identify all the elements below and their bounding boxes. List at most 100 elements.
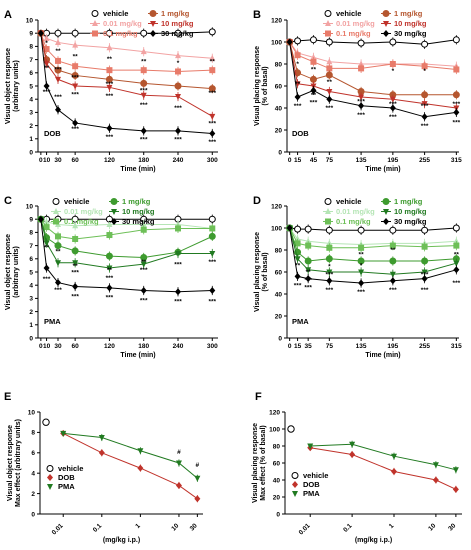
y-tick-label: 4 xyxy=(31,471,35,478)
legend-marker xyxy=(383,21,389,27)
data-point xyxy=(106,284,113,292)
significance-label: ** xyxy=(327,79,333,86)
x-tick-label: 1 xyxy=(134,522,142,530)
y-tick-label: 40 xyxy=(275,291,283,298)
data-point xyxy=(389,61,396,67)
series-line xyxy=(40,33,213,72)
legend-marker xyxy=(325,30,331,37)
x-tick-label: 0 xyxy=(288,157,292,164)
x-tick-label: 30 xyxy=(54,157,62,164)
data-point xyxy=(294,225,302,233)
y-tick-label: 2 xyxy=(29,309,33,316)
y-axis-title: Visual placing responseMax effect (% of … xyxy=(252,423,267,503)
data-point xyxy=(325,71,333,79)
y-tick-label: 100 xyxy=(269,426,280,433)
y-tick-label: 20 xyxy=(275,127,283,134)
x-tick-label: 300 xyxy=(207,157,218,164)
x-tick-label: 10 xyxy=(43,343,51,350)
significance-label: # xyxy=(177,449,181,456)
x-tick-label: 0.1 xyxy=(92,522,104,534)
data-point xyxy=(326,277,333,285)
data-point xyxy=(358,60,365,67)
significance-label: *** xyxy=(294,282,302,289)
data-point xyxy=(72,222,79,229)
data-point xyxy=(174,82,182,90)
y-tick-label: 8 xyxy=(29,44,33,51)
data-point xyxy=(43,46,50,53)
y-axis-title-line: (% of basal) xyxy=(262,252,269,291)
data-point xyxy=(54,66,62,74)
significance-label: ** xyxy=(311,67,317,74)
data-point xyxy=(175,127,181,135)
x-tick-label: 75 xyxy=(326,157,334,164)
significance-label: ** xyxy=(44,65,50,72)
x-axis-title: (mg/kg i.p.) xyxy=(103,537,140,544)
y-tick-label: 3 xyxy=(29,110,33,117)
data-point xyxy=(307,443,314,450)
significance-label: *** xyxy=(106,134,114,141)
y-tick-label: 5 xyxy=(29,83,33,90)
series-line xyxy=(310,447,457,490)
legend-marker xyxy=(53,208,59,214)
data-point xyxy=(326,89,333,95)
legend-marker xyxy=(382,198,390,205)
data-point xyxy=(194,475,201,482)
data-point xyxy=(72,83,79,90)
legend-marker xyxy=(53,218,59,225)
data-point xyxy=(309,36,317,44)
data-point xyxy=(140,29,148,37)
legend-marker xyxy=(324,10,332,17)
data-point xyxy=(175,481,182,489)
legend-label: 0.1 mg/kg xyxy=(103,29,138,38)
data-point xyxy=(453,237,460,244)
y-tick-label: 2 xyxy=(31,491,35,498)
data-point xyxy=(421,243,428,250)
x-axis-title: (mg/kg i.p.) xyxy=(355,537,392,544)
data-point xyxy=(37,215,44,223)
significance-label: ** xyxy=(73,53,79,60)
data-point xyxy=(452,467,459,474)
y-tick-label: 120 xyxy=(271,203,282,210)
y-tick-label: 40 xyxy=(273,477,281,484)
significance-label: *** xyxy=(310,100,318,107)
panel-letter: E xyxy=(4,391,11,403)
data-point xyxy=(105,29,113,37)
x-tick-label: 75 xyxy=(326,343,334,350)
y-axis-title-line: (% of basal) xyxy=(262,66,269,105)
significance-label: * xyxy=(45,40,48,47)
data-point xyxy=(305,267,312,274)
x-tick-label: 30 xyxy=(447,522,457,532)
data-point xyxy=(55,76,61,83)
data-point xyxy=(294,93,301,101)
data-point xyxy=(60,430,67,437)
data-point xyxy=(209,67,216,74)
data-point xyxy=(421,226,429,234)
y-tick-label: 6 xyxy=(31,450,35,457)
chart-panel-e: E 0 2 4 6 8 10 0.01 0.1 1 10 30 (mg/kg i.p.) Visual o… xyxy=(4,391,203,544)
significance-label: *** xyxy=(174,105,182,112)
data-point xyxy=(140,67,147,74)
legend-label: vehicle xyxy=(58,464,83,473)
drug-label: PMA xyxy=(44,317,61,326)
drug-label: DOB xyxy=(44,129,61,138)
data-point xyxy=(43,61,50,68)
x-tick-label: 255 xyxy=(419,343,430,350)
data-point xyxy=(175,288,181,296)
data-point xyxy=(175,52,181,59)
significance-label: ** xyxy=(141,259,147,266)
data-point xyxy=(55,38,61,45)
legend-label: vehicle xyxy=(303,471,328,480)
y-tick-label: 10 xyxy=(26,203,34,210)
y-axis-title: Visual object response(arbitrary units) xyxy=(5,48,20,124)
legend-label: PMA xyxy=(303,489,320,498)
data-point xyxy=(389,104,396,112)
x-tick-label: 35 xyxy=(305,343,313,350)
data-point xyxy=(137,448,144,455)
y-tick-label: 0 xyxy=(278,335,282,342)
significance-label: *** xyxy=(294,103,302,110)
legend-marker xyxy=(325,218,331,225)
series-line xyxy=(40,219,213,269)
